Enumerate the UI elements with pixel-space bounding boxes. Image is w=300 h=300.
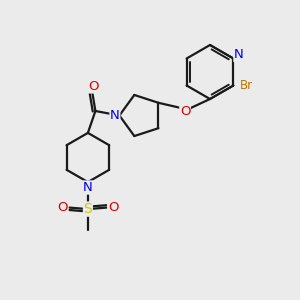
Text: Br: Br bbox=[240, 79, 254, 92]
Text: N: N bbox=[110, 109, 120, 122]
Text: N: N bbox=[234, 48, 244, 62]
Text: O: O bbox=[108, 201, 119, 214]
Text: O: O bbox=[180, 105, 190, 119]
Text: O: O bbox=[58, 201, 68, 214]
Text: S: S bbox=[83, 202, 92, 216]
Text: N: N bbox=[83, 181, 93, 194]
Text: O: O bbox=[88, 80, 98, 93]
